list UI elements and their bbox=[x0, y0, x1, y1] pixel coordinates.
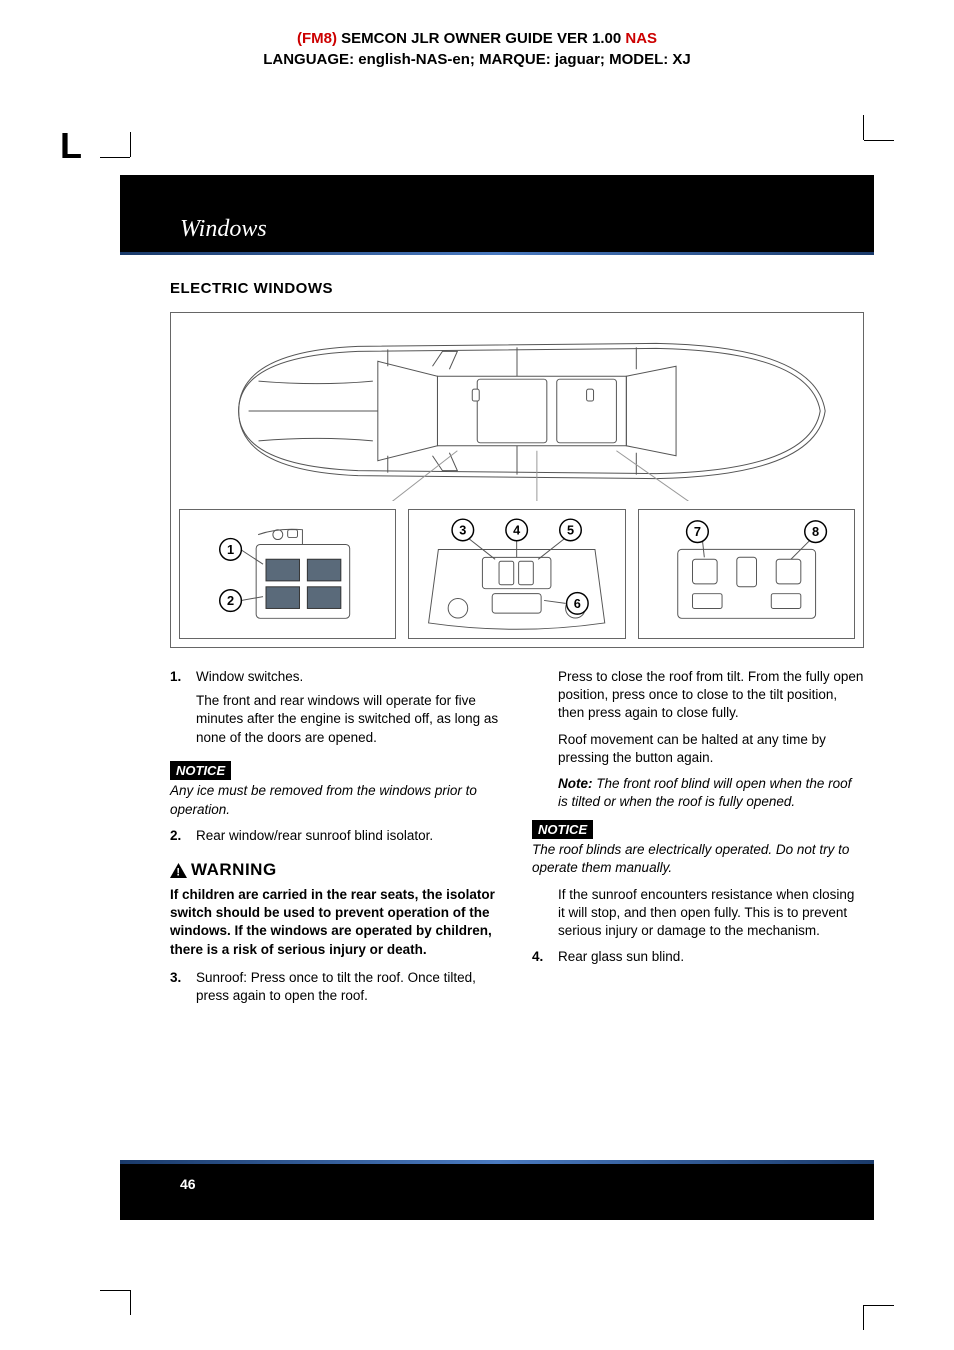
car-top-diagram bbox=[179, 321, 855, 501]
warning-label-text: WARNING bbox=[191, 859, 277, 882]
meta-fm8: (FM8) bbox=[297, 30, 337, 47]
meta-line2: LANGUAGE: english-NAS-en; MARQUE: jaguar… bbox=[0, 49, 954, 70]
cont-2: Roof movement can be halted at any time … bbox=[558, 731, 864, 767]
warning-label: ! WARNING bbox=[170, 859, 502, 882]
item-4-num: 4. bbox=[532, 948, 558, 972]
note-text: The front roof blind will open when the … bbox=[558, 776, 851, 809]
callout-4: 4 bbox=[513, 522, 520, 537]
diagram-panel-rear-overhead: 7 8 bbox=[638, 509, 855, 639]
left-column: 1. Window switches. The front and rear w… bbox=[170, 668, 502, 1019]
item-2-num: 2. bbox=[170, 827, 196, 851]
notice-text-2: The roof blinds are electrically operate… bbox=[532, 841, 864, 877]
notice-text-1: Any ice must be removed from the windows… bbox=[170, 782, 502, 818]
callout-1: 1 bbox=[227, 542, 234, 557]
footer-bar: 46 bbox=[120, 1160, 874, 1220]
meta-main: SEMCON JLR OWNER GUIDE VER 1.00 bbox=[337, 30, 625, 47]
note-label: Note: bbox=[558, 776, 593, 791]
callout-7: 7 bbox=[694, 524, 701, 539]
notice-label-2: NOTICE bbox=[532, 820, 593, 840]
warning-triangle-icon: ! bbox=[170, 863, 187, 878]
meta-nas: NAS bbox=[625, 30, 657, 47]
item-1-title: Window switches. bbox=[196, 668, 502, 686]
header-accent-line bbox=[120, 252, 874, 255]
header-meta: (FM8) SEMCON JLR OWNER GUIDE VER 1.00 NA… bbox=[0, 0, 954, 70]
crop-letter: L bbox=[60, 125, 82, 167]
notice-label-1: NOTICE bbox=[170, 761, 231, 781]
item-3-body: Sunroof: Press once to tilt the roof. On… bbox=[196, 969, 502, 1005]
cont-3: If the sunroof encounters resistance whe… bbox=[558, 886, 864, 941]
callout-2: 2 bbox=[227, 593, 234, 608]
section-header: Windows bbox=[120, 175, 874, 255]
content-area: ELECTRIC WINDOWS bbox=[170, 280, 864, 1150]
callout-5: 5 bbox=[567, 522, 574, 537]
cont-1: Press to close the roof from tilt. From … bbox=[558, 668, 864, 723]
diagram-container: 1 2 bbox=[170, 312, 864, 648]
svg-text:!: ! bbox=[176, 867, 180, 879]
item-4-body: Rear glass sun blind. bbox=[558, 948, 864, 966]
footer-accent-line bbox=[120, 1160, 874, 1164]
callout-8: 8 bbox=[812, 524, 819, 539]
diagram-panel-door: 1 2 bbox=[179, 509, 396, 639]
callout-3: 3 bbox=[460, 522, 467, 537]
item-3-num: 3. bbox=[170, 969, 196, 1011]
item-1-body: The front and rear windows will operate … bbox=[196, 692, 502, 747]
callout-6: 6 bbox=[574, 596, 581, 611]
item-2-body: Rear window/rear sunroof blind isolator. bbox=[196, 827, 502, 845]
subsection-title: ELECTRIC WINDOWS bbox=[170, 280, 864, 297]
diagram-panels: 1 2 bbox=[179, 509, 855, 639]
section-title: Windows bbox=[180, 216, 267, 243]
right-column: Press to close the roof from tilt. From … bbox=[532, 668, 864, 1019]
item-1-num: 1. bbox=[170, 668, 196, 753]
text-columns: 1. Window switches. The front and rear w… bbox=[170, 668, 864, 1019]
warning-text: If children are carried in the rear seat… bbox=[170, 886, 502, 959]
diagram-panel-overhead: 3 4 5 6 bbox=[408, 509, 625, 639]
page-number: 46 bbox=[180, 1176, 196, 1192]
